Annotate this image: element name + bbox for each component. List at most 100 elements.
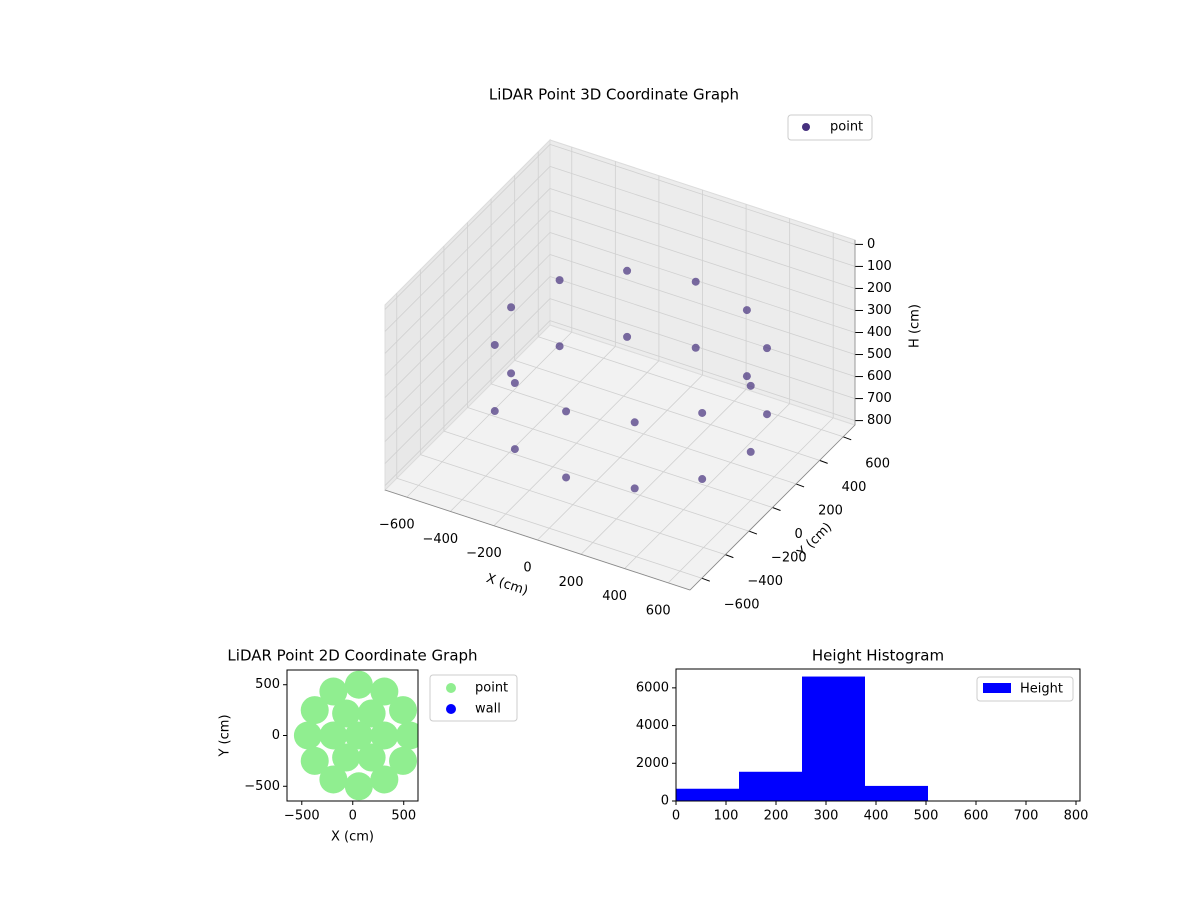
chart-title: LiDAR Point 3D Coordinate Graph bbox=[489, 86, 739, 104]
point bbox=[507, 369, 516, 378]
grid-line bbox=[549, 144, 856, 245]
z-tick-label: 200 bbox=[867, 281, 892, 296]
point bbox=[293, 721, 322, 750]
y-tick-label: 0 bbox=[272, 728, 280, 743]
grid-line bbox=[384, 210, 551, 376]
x-tick-label: 400 bbox=[602, 589, 627, 604]
y-tick-mark bbox=[701, 577, 710, 582]
point bbox=[691, 343, 700, 352]
grid-line bbox=[549, 276, 856, 377]
z-tick-label: 700 bbox=[867, 391, 892, 406]
legend-marker bbox=[802, 123, 810, 131]
point bbox=[623, 266, 632, 275]
y-axis-label: Y (cm) bbox=[218, 714, 233, 757]
grid-line bbox=[467, 407, 773, 508]
legend-marker bbox=[446, 683, 456, 693]
point bbox=[370, 677, 399, 706]
legend-box bbox=[787, 114, 873, 141]
grid-line bbox=[549, 298, 856, 399]
x-tick-label: 600 bbox=[646, 603, 671, 618]
grid-line bbox=[384, 276, 551, 442]
grid-line bbox=[538, 336, 844, 438]
z-tick-label: 500 bbox=[867, 347, 892, 362]
z-tick-label: 400 bbox=[867, 325, 892, 340]
y-tick-label: 600 bbox=[865, 456, 890, 471]
y-tick-label: 2000 bbox=[636, 756, 669, 771]
z-tick-label: 600 bbox=[867, 369, 892, 384]
x-axis-label: X (cm) bbox=[331, 830, 374, 845]
y-tick-mark bbox=[795, 483, 805, 488]
x-tick-label: 0 bbox=[523, 561, 531, 576]
x-tick-label: 500 bbox=[391, 809, 416, 824]
grid-line bbox=[384, 232, 551, 398]
legend-marker bbox=[446, 704, 456, 714]
y-tick-label: −400 bbox=[747, 574, 783, 589]
point bbox=[746, 381, 755, 390]
x-tick-label: 400 bbox=[864, 809, 889, 824]
grid-line bbox=[396, 477, 702, 579]
x-tick-label: 0 bbox=[349, 809, 357, 824]
z-tick-label: 100 bbox=[867, 259, 892, 274]
bar bbox=[739, 771, 802, 801]
chart-title: LiDAR Point 2D Coordinate Graph bbox=[227, 647, 477, 665]
point bbox=[623, 332, 632, 341]
grid-line bbox=[549, 188, 856, 289]
point bbox=[555, 342, 564, 351]
x-tick-label: 200 bbox=[764, 809, 789, 824]
point bbox=[344, 670, 373, 699]
bar bbox=[802, 676, 865, 801]
point bbox=[698, 475, 707, 484]
grid-line bbox=[384, 166, 551, 332]
bar bbox=[865, 785, 928, 801]
x-tick-label: −200 bbox=[466, 546, 502, 561]
point bbox=[510, 379, 519, 388]
grid-line bbox=[384, 254, 551, 420]
point bbox=[395, 721, 418, 750]
point bbox=[510, 445, 519, 454]
y-tick-mark bbox=[843, 436, 852, 441]
point bbox=[332, 699, 361, 728]
grid-line bbox=[443, 430, 750, 532]
legend-label: Height bbox=[1020, 682, 1063, 697]
grid-line bbox=[420, 454, 726, 556]
point bbox=[344, 721, 373, 750]
grid-line bbox=[514, 359, 820, 461]
x-tick-label: 600 bbox=[964, 809, 989, 824]
x-tick-label: −600 bbox=[379, 518, 415, 533]
plot-area bbox=[293, 670, 418, 801]
x-tick-label: 700 bbox=[1014, 809, 1039, 824]
y-tick-label: −500 bbox=[244, 779, 280, 794]
point bbox=[300, 696, 329, 725]
point bbox=[370, 721, 399, 750]
point bbox=[698, 408, 707, 417]
x-tick-label: 0 bbox=[672, 809, 680, 824]
point bbox=[300, 746, 329, 775]
grid-line bbox=[490, 383, 797, 485]
legend-label: point bbox=[475, 681, 508, 696]
y-tick-mark bbox=[819, 459, 828, 464]
point bbox=[319, 677, 348, 706]
grid-line bbox=[384, 298, 551, 464]
z-axis-label: H (cm) bbox=[908, 304, 923, 348]
point bbox=[490, 407, 499, 416]
x-tick-label: 300 bbox=[814, 809, 839, 824]
y-tick-label: 0 bbox=[795, 527, 803, 542]
point bbox=[490, 340, 499, 349]
point bbox=[746, 447, 755, 456]
y-tick-mark bbox=[748, 530, 758, 535]
point bbox=[507, 303, 516, 312]
point bbox=[763, 344, 772, 353]
point bbox=[332, 743, 361, 772]
point bbox=[389, 696, 418, 725]
y-tick-label: −200 bbox=[771, 551, 807, 566]
y-tick-label: 4000 bbox=[636, 718, 669, 733]
point bbox=[630, 484, 639, 493]
y-tick-label: 0 bbox=[661, 794, 669, 809]
axes-frame bbox=[675, 668, 1081, 802]
x-tick-label: 500 bbox=[914, 809, 939, 824]
legend-label: point bbox=[830, 120, 863, 135]
z-tick-label: 300 bbox=[867, 303, 892, 318]
point bbox=[344, 772, 373, 801]
grid-line bbox=[384, 144, 551, 310]
